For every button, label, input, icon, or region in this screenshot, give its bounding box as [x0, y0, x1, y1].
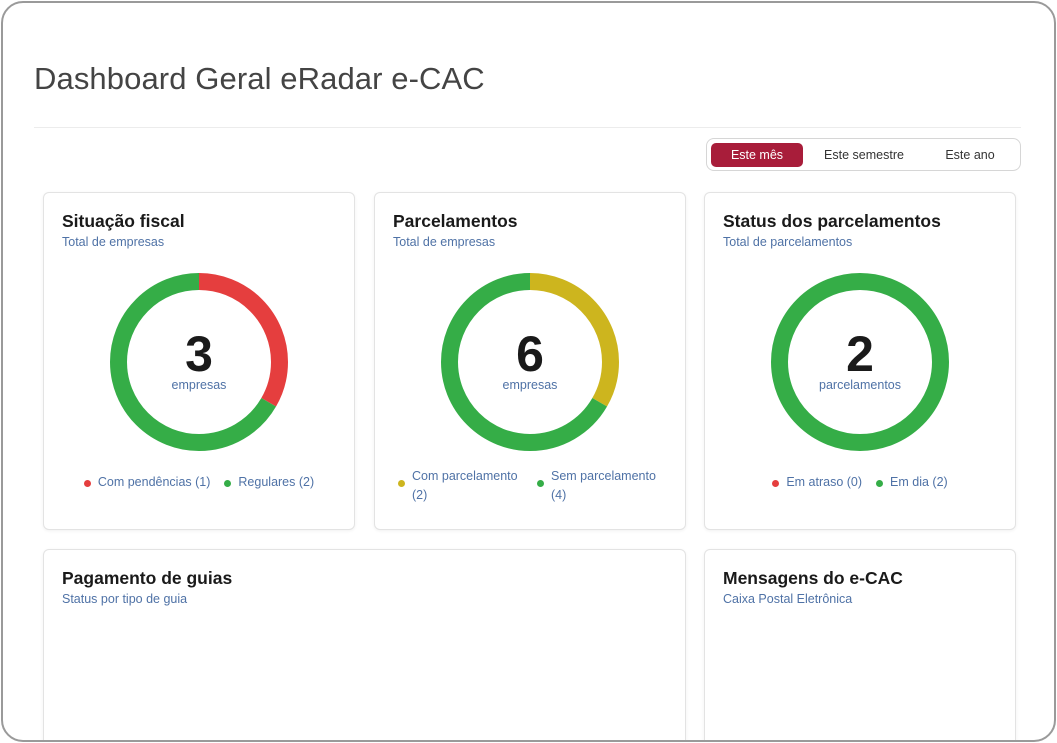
period-this-month-button[interactable]: Este mês	[711, 142, 803, 167]
card-subtitle: Caixa Postal Eletrônica	[723, 592, 853, 606]
donut-chart[interactable]: 3 empresas	[110, 273, 288, 451]
donut-segment[interactable]	[771, 273, 949, 451]
legend-item-em-atraso[interactable]: Em atraso (0)	[772, 475, 862, 489]
card-subtitle: Total de empresas	[393, 235, 496, 249]
period-this-year-button[interactable]: Este ano	[945, 147, 995, 162]
card-mensagens-ecac: Mensagens do e-CAC Caixa Postal Eletrôni…	[704, 549, 1016, 740]
card-pagamento-guias: Pagamento de guias Status por tipo de gu…	[43, 549, 686, 740]
legend-item-com-pendencias[interactable]: Com pendências (1)	[83, 475, 211, 489]
legend-item-sem-parcelamento[interactable]: Sem parcelamento (4)	[537, 467, 662, 505]
donut-total: 6	[516, 326, 544, 382]
card-subtitle: Total de empresas	[62, 235, 165, 249]
donut-total: 3	[185, 326, 213, 382]
red-dot-icon	[83, 480, 91, 487]
card-title: Status dos parcelamentos	[723, 211, 941, 231]
period-toggle: Este mês Este semestre Este ano	[706, 138, 1021, 171]
card-status-parcelamentos: Status dos parcelamentos Total de parcel…	[704, 192, 1016, 530]
divider	[34, 127, 1021, 128]
donut-unit: parcelamentos	[819, 378, 901, 392]
legend-label: Com parcelamento (2)	[412, 469, 518, 502]
card-title: Pagamento de guias	[62, 568, 233, 588]
chart-legend: Em atraso (0) Em dia (2)	[705, 475, 1015, 489]
donut-chart[interactable]: 6 empresas	[441, 273, 619, 451]
donut-total: 2	[846, 326, 874, 382]
legend-item-regulares[interactable]: Regulares (2)	[224, 475, 314, 489]
card-situacao-fiscal: Situação fiscal Total de empresas 3 empr…	[43, 192, 355, 530]
green-dot-icon	[537, 480, 544, 487]
legend-label: Regulares (2)	[238, 475, 315, 489]
card-subtitle: Status por tipo de guia	[62, 592, 188, 606]
yellow-dot-icon	[398, 480, 405, 487]
chart-legend: Com parcelamento (2) Sem parcelamento (4…	[375, 467, 685, 505]
legend-label: Sem parcelamento (4)	[551, 469, 656, 502]
donut-unit: empresas	[502, 378, 558, 392]
chart-legend: Com pendências (1) Regulares (2)	[44, 475, 354, 489]
green-dot-icon	[224, 480, 232, 487]
page-title: Dashboard Geral eRadar e-CAC	[34, 61, 485, 96]
green-dot-icon	[876, 480, 884, 487]
donut-segment[interactable]	[441, 273, 619, 451]
legend-item-em-dia[interactable]: Em dia (2)	[876, 475, 948, 489]
donut-segment[interactable]	[110, 273, 288, 451]
card-title: Parcelamentos	[393, 211, 518, 231]
period-this-semester-button[interactable]: Este semestre	[824, 147, 904, 162]
legend-label: Em atraso (0)	[786, 475, 863, 489]
legend-item-com-parcelamento[interactable]: Com parcelamento (2)	[398, 467, 523, 505]
card-subtitle: Total de parcelamentos	[723, 235, 853, 249]
donut-unit: empresas	[171, 378, 227, 392]
legend-label: Com pendências (1)	[97, 475, 211, 489]
card-parcelamentos: Parcelamentos Total de empresas 6 empres…	[374, 192, 686, 530]
card-title: Mensagens do e-CAC	[723, 568, 903, 588]
card-title: Situação fiscal	[62, 211, 185, 231]
legend-label: Em dia (2)	[890, 475, 948, 489]
donut-chart[interactable]: 2 parcelamentos	[771, 273, 949, 451]
red-dot-icon	[772, 480, 780, 487]
